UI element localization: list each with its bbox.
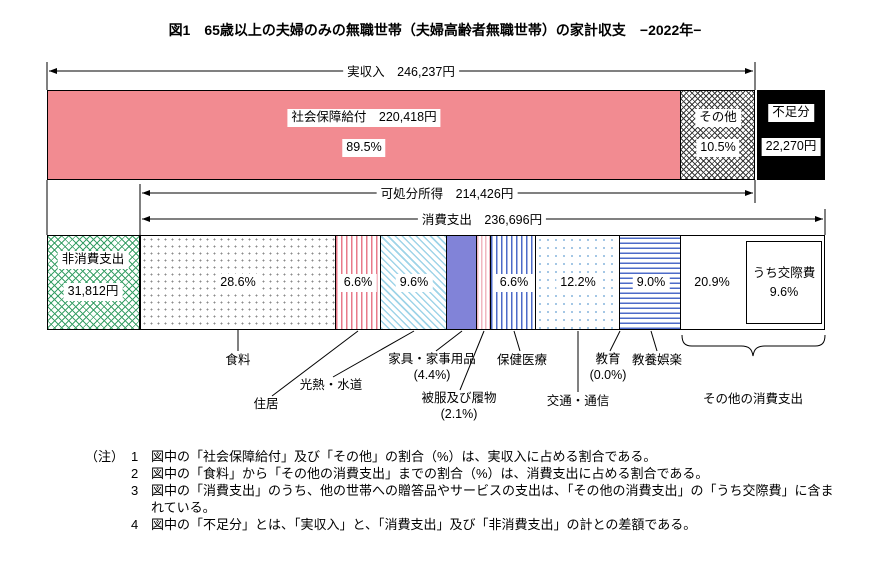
caption-furniture-pct: (4.4%) [413, 367, 451, 382]
segment-social-security [48, 91, 680, 179]
shortfall-label: 不足分 [768, 104, 814, 122]
shortfall-value: 22,270円 [761, 138, 821, 156]
kousaihi-box: うち交際費 9.6% [746, 241, 822, 324]
caption-education-pct: (0.0%) [589, 367, 627, 382]
caption-transport: 交通・通信 [546, 394, 610, 408]
caption-food: 食料 [225, 353, 251, 367]
other-consumption-brace [681, 334, 826, 357]
pct-housing: 6.6% [339, 274, 377, 292]
caption-clothing-pct: (2.1%) [440, 406, 478, 421]
note-text: 図中の「社会保障給付」及び「その他」の割合（%）は、実収入に占める割合である。 [151, 449, 657, 464]
caption-culture: 教養娯楽 [631, 353, 683, 367]
pct-culture: 9.0% [632, 274, 670, 292]
pct-transport: 12.2% [556, 274, 600, 292]
caption-education-name: 教育 [595, 352, 621, 366]
pct-medical: 6.6% [495, 274, 533, 292]
note-item: 4 図中の「不足分」とは、「実収入」と、「消費支出」及び「非消費支出」の計との差… [85, 516, 845, 533]
note-number: 1 [131, 449, 139, 464]
note-number: 3 [131, 483, 139, 498]
non-consumption-label: 非消費支出 [57, 251, 129, 269]
note-heading: （注） [85, 449, 125, 464]
note-text: 図中の「消費支出」のうち、他の世帯への贈答品やサービスの支出は、「その他の消費支… [151, 483, 834, 515]
note-text: 図中の「不足分」とは、「実収入」と、「消費支出」及び「非消費支出」の計との差額で… [151, 517, 697, 532]
income-bar [47, 90, 755, 180]
caption-education: 教育 (0.0%) [590, 352, 627, 383]
note-number: 4 [131, 517, 139, 532]
pct-food: 28.6% [216, 274, 260, 292]
figure-title: 図1 65歳以上の夫婦のみの無職世帯（夫婦高齢者無職世帯）の家計収支 −2022… [168, 22, 702, 38]
notes: （注） 1 図中の「社会保障給付」及び「その他」の割合（%）は、実収入に占める割… [85, 448, 845, 533]
note-text: 図中の「食料」から「その他の消費支出」までの割合（%）は、消費支出に占める割合で… [151, 466, 709, 481]
note-item: 3 図中の「消費支出」のうち、他の世帯への贈答品やサービスの支出は、「その他の消… [85, 482, 845, 516]
pct-utilities: 9.6% [395, 274, 433, 292]
caption-clothing-name: 被服及び履物 [421, 391, 497, 405]
segment-other-income [679, 91, 754, 179]
caption-other-consumption: その他の消費支出 [702, 392, 804, 406]
note-item: （注） 1 図中の「社会保障給付」及び「その他」の割合（%）は、実収入に占める割… [85, 448, 845, 465]
consumption-span-label: 消費支出 236,696円 [417, 212, 547, 230]
segment-clothing [477, 236, 492, 329]
social-security-label: 社会保障給付 220,418円 [287, 109, 441, 127]
other-income-pct: 10.5% [696, 139, 740, 157]
income-span-label: 実収入 246,237円 [343, 64, 459, 82]
note-item: 2 図中の「食料」から「その他の消費支出」までの割合（%）は、消費支出に占める割… [85, 465, 845, 482]
caption-clothing: 被服及び履物 (2.1%) [421, 391, 496, 422]
note-number: 2 [131, 466, 139, 481]
disposable-span-label: 可処分所得 214,426円 [376, 186, 518, 204]
kousaihi-label: うち交際費 [752, 265, 816, 280]
caption-furniture-name: 家具・家事用品 [388, 352, 476, 366]
social-security-pct: 89.5% [342, 139, 386, 157]
segment-furniture [446, 236, 477, 329]
other-income-label: その他 [695, 109, 741, 127]
caption-medical: 保健医療 [496, 353, 548, 367]
caption-furniture: 家具・家事用品 (4.4%) [388, 352, 476, 383]
pct-other: 20.9% [690, 274, 734, 292]
caption-housing: 住居 [253, 397, 279, 411]
caption-utilities: 光熱・水道 [299, 378, 363, 392]
kousaihi-pct: 9.6% [769, 284, 799, 299]
non-consumption-value: 31,812円 [63, 283, 123, 301]
